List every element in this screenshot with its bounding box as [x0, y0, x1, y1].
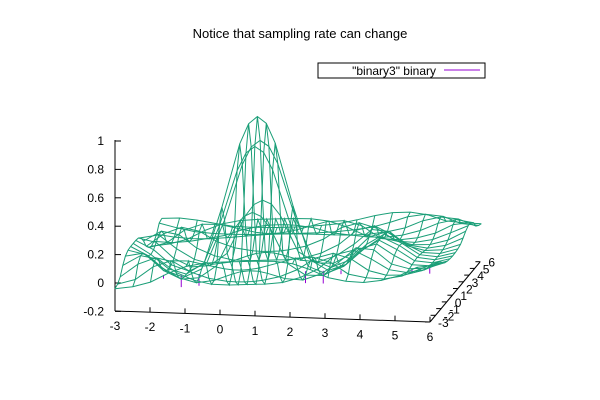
mesh-line-y [185, 223, 234, 284]
mesh-line-y [345, 212, 394, 282]
mesh-line-y [416, 218, 464, 272]
y-tick-label: 6 [488, 256, 495, 270]
mesh-line-y [238, 116, 287, 286]
legend-label: "binary3" binary [352, 64, 436, 78]
mesh-line-y [274, 205, 323, 284]
tick-labels: -0.200.20.40.60.81-3 -2 -1 0 1 2 3 4 5 6-3-2-1012… [83, 134, 495, 344]
x-tick-label: 5 [392, 329, 399, 343]
z-tick-label: 0.4 [87, 219, 104, 233]
x-tick-label: 2 [287, 325, 294, 339]
x-tick-label: -3 [110, 319, 121, 333]
mesh-line-x [132, 115, 453, 275]
y-tick-label: 3 [472, 276, 479, 290]
y-tick-label: 2 [466, 283, 473, 297]
x-axis-line [114, 310, 431, 323]
x-tick-label: 0 [217, 323, 224, 337]
y-tick-label: 0 [455, 296, 462, 310]
x-tick-label: 6 [427, 330, 434, 344]
z-tick-label: 1 [97, 134, 104, 148]
y-tick-label: -2 [444, 309, 455, 323]
mesh-line-y [256, 142, 305, 286]
axes [114, 140, 481, 323]
x-tick-label: 4 [357, 327, 364, 341]
mesh-line-y [292, 220, 340, 281]
x-tick-label: -1 [180, 321, 191, 335]
surface-mesh [114, 115, 482, 290]
mesh-line-y [381, 213, 429, 281]
mesh-line-y [229, 123, 278, 286]
mesh-line-y [150, 219, 198, 283]
mesh-line-y [434, 221, 482, 266]
mesh-line-y [167, 222, 216, 280]
mesh-line-y [132, 217, 181, 287]
chart-title: Notice that sampling rate can change [193, 26, 408, 41]
y-tick-label: 4 [477, 269, 484, 283]
mesh-line-x [135, 139, 456, 272]
mesh-line-y [398, 215, 447, 277]
mesh-line-y [114, 218, 163, 290]
y-tick-label: -3 [438, 316, 449, 330]
y-tick-label: 1 [460, 289, 467, 303]
z-tick-label: 0.2 [87, 248, 104, 262]
legend-box [317, 62, 486, 79]
x-tick-label: 3 [322, 326, 329, 340]
y-tick-label: -1 [449, 303, 460, 317]
z-tick-label: -0.2 [83, 304, 104, 318]
y-axis-line [429, 261, 481, 323]
mesh-line-y [309, 219, 358, 277]
z-tick-label: 0.8 [87, 162, 104, 176]
mesh-line-y [327, 215, 376, 278]
legend: "binary3" binary [317, 62, 486, 79]
x-tick-label: 1 [252, 324, 259, 338]
x-tick-label: -2 [145, 320, 156, 334]
y-tick-label: 5 [483, 262, 490, 276]
z-tick-label: 0 [97, 276, 104, 290]
z-tick-label: 0.6 [87, 191, 104, 205]
mesh-line-y [363, 211, 411, 283]
